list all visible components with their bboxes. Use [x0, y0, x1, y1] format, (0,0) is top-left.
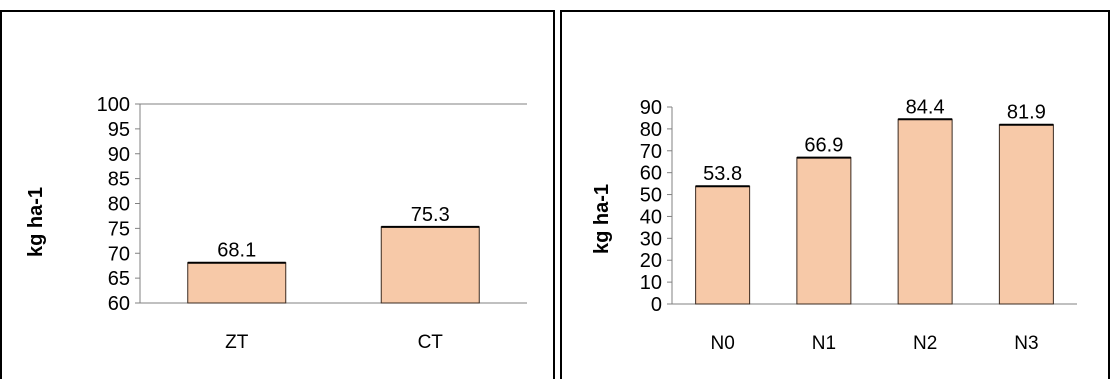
y-tick-label: 50	[640, 185, 662, 207]
data-label: 53.8	[703, 163, 742, 185]
data-label: 84.4	[906, 96, 945, 118]
y-tick-label: 70	[108, 243, 130, 265]
y-tick-label: 65	[108, 268, 130, 290]
bar	[796, 157, 852, 305]
y-tick-label: 75	[108, 218, 130, 240]
right-chart-panel: kg ha-1 0 10 20 30 40 50 60 70 80 90 53.8 N0 66.9 N1 8…	[560, 10, 1110, 379]
y-tick-label: 100	[97, 94, 130, 116]
y-tick-label: 90	[108, 144, 130, 166]
data-label: 75.3	[411, 204, 450, 226]
data-label: 81.9	[1007, 102, 1046, 124]
bar	[187, 262, 287, 304]
y-tick-label: 0	[651, 294, 662, 316]
data-label: 66.9	[804, 135, 843, 157]
left-chart-panel: kg ha-1 60 65 70 75 80 85 90 95 100 68.1 ZT 75.3 CT	[0, 10, 555, 379]
y-tick-label: 30	[640, 228, 662, 250]
y-axis-label: kg ha-1	[591, 184, 613, 254]
data-label: 68.1	[217, 240, 256, 262]
y-tick-label: 80	[640, 119, 662, 141]
bar	[380, 226, 480, 304]
category-label: N3	[1014, 333, 1038, 354]
category-label: N1	[812, 333, 836, 354]
y-axis-label: kg ha-1	[25, 187, 47, 257]
bar	[998, 124, 1054, 305]
y-tick-label: 85	[108, 169, 130, 191]
category-label: ZT	[225, 332, 249, 353]
y-tick-label: 95	[108, 119, 130, 141]
y-tick-label: 60	[640, 163, 662, 185]
y-tick-label: 60	[108, 293, 130, 315]
y-tick-label: 10	[640, 272, 662, 294]
bar	[695, 185, 751, 305]
y-tick-label: 80	[108, 194, 130, 216]
bar	[897, 118, 953, 305]
category-label: N2	[913, 333, 937, 354]
y-tick-label: 70	[640, 141, 662, 163]
y-tick-label: 90	[640, 97, 662, 119]
category-label: N0	[710, 333, 734, 354]
category-label: CT	[418, 332, 444, 353]
y-tick-label: 20	[640, 250, 662, 272]
y-tick-label: 40	[640, 206, 662, 228]
